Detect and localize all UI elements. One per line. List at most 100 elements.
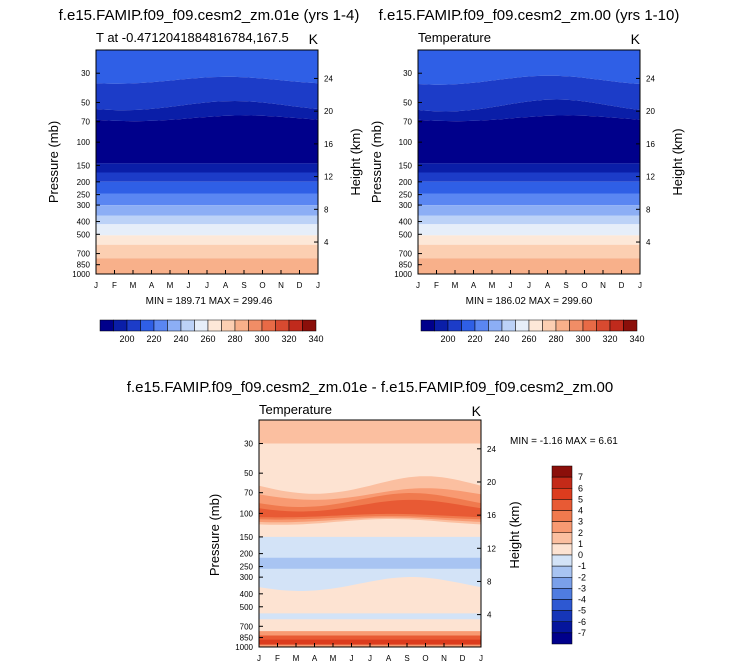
colorbar-label: 320 (602, 334, 617, 344)
panel-1-minmax: MIN = 189.71 MAX = 299.46 (146, 296, 273, 307)
month-tick-label: O (581, 281, 587, 290)
month-tick-label: J (416, 281, 420, 290)
month-tick-label: J (638, 281, 642, 290)
colorbar-label: 320 (281, 334, 296, 344)
panel-1-units: K (309, 31, 319, 47)
pressure-tick-label: 70 (244, 489, 253, 498)
month-tick-label: J (205, 281, 209, 290)
colorbar-swatch (528, 319, 543, 332)
panel-3-minmax: MIN = -1.16 MAX = 6.61 (510, 436, 618, 447)
panel-1-y2label: Height (km) (348, 128, 363, 195)
pressure-tick-label: 50 (81, 98, 90, 107)
contour-band (96, 115, 318, 164)
height-tick-label: 4 (487, 611, 492, 620)
height-tick-label: 20 (487, 478, 496, 487)
colorbar-swatch (420, 319, 435, 332)
pressure-tick-label: 850 (240, 634, 254, 643)
contour-band (259, 420, 481, 444)
month-tick-label: D (619, 281, 625, 290)
height-tick-label: 24 (324, 74, 333, 83)
month-tick-label: F (112, 281, 117, 290)
month-tick-label: J (187, 281, 191, 290)
pressure-tick-label: 70 (403, 118, 412, 127)
colorbar-label: 200 (119, 334, 134, 344)
colorbar-swatch (551, 599, 573, 611)
pressure-tick-label: 300 (399, 201, 413, 210)
colorbar-swatch (551, 554, 573, 567)
colorbar-swatch (623, 319, 638, 332)
panel-1-height-ticks: 24 20 16 12 8 4 (314, 74, 333, 247)
colorbar-swatch (99, 319, 114, 332)
panel-1: f.e15.FAMIP.f09_f09.cesm2_zm.01e (yrs 1-… (46, 7, 363, 344)
panel-2-units: K (631, 31, 641, 47)
pressure-tick-label: 400 (77, 218, 91, 227)
pressure-tick-label: 400 (399, 218, 413, 227)
colorbar-swatch (551, 499, 573, 511)
colorbar-label: 5 (578, 494, 583, 504)
colorbar-swatch (302, 319, 317, 332)
colorbar-swatch (515, 319, 530, 332)
colorbar-label: 340 (308, 334, 323, 344)
height-tick-label: 8 (324, 205, 329, 214)
contour-band (418, 99, 640, 122)
panel-3-height-ticks: 24 20 16 12 8 4 (477, 445, 496, 620)
pressure-tick-label: 700 (240, 622, 254, 631)
pressure-tick-label: 150 (240, 533, 254, 542)
contour-band (96, 235, 318, 245)
colorbar-swatch (140, 319, 155, 332)
panel-2-y2label: Height (km) (670, 128, 685, 195)
month-tick-label: N (600, 281, 606, 290)
contour-band (418, 235, 640, 245)
contour-band (418, 193, 640, 206)
height-tick-label: 24 (646, 74, 655, 83)
colorbar-swatch (609, 319, 624, 332)
colorbar-swatch (551, 588, 573, 600)
month-tick-label: A (386, 654, 392, 663)
month-tick-label: O (422, 654, 428, 663)
colorbar-label: 240 (494, 334, 509, 344)
month-tick-label: J (257, 654, 261, 663)
panel-2: f.e15.FAMIP.f09_f09.cesm2_zm.00 (yrs 1-1… (369, 7, 685, 344)
pressure-tick-label: 700 (399, 250, 413, 259)
panel-1-contour-field (96, 50, 318, 274)
pressure-tick-label: 300 (240, 573, 254, 582)
colorbar-label: 4 (578, 506, 583, 516)
colorbar-swatch (596, 319, 611, 332)
pressure-tick-label: 500 (240, 603, 254, 612)
contour-band (259, 420, 481, 647)
colorbar-swatch (542, 319, 557, 332)
panel-3-title: f.e15.FAMIP.f09_f09.cesm2_zm.01e - f.e15… (127, 379, 613, 396)
contour-band (96, 205, 318, 216)
month-tick-label: A (223, 281, 229, 290)
month-tick-label: J (479, 654, 483, 663)
panel-1-title: f.e15.FAMIP.f09_f09.cesm2_zm.01e (yrs 1-… (59, 7, 360, 24)
colorbar-swatch (221, 319, 236, 332)
colorbar-swatch (551, 565, 573, 578)
colorbar-label: 260 (521, 334, 536, 344)
colorbar-label: 280 (548, 334, 563, 344)
panel-2-ylabel: Pressure (mb) (369, 121, 384, 203)
colorbar-label: 2 (578, 528, 583, 538)
colorbar-swatch (501, 319, 516, 332)
colorbar-label: 300 (575, 334, 590, 344)
pressure-tick-label: 400 (240, 590, 254, 599)
colorbar-swatch (288, 319, 303, 332)
month-tick-label: J (94, 281, 98, 290)
contour-band (259, 613, 481, 620)
contour-band (96, 193, 318, 206)
pressure-tick-label: 500 (399, 230, 413, 239)
colorbar-swatch (551, 632, 573, 645)
contour-band (418, 224, 640, 236)
pressure-tick-label: 500 (77, 230, 91, 239)
colorbar-label: 220 (467, 334, 482, 344)
pressure-tick-label: 150 (399, 161, 413, 170)
month-tick-label: J (509, 281, 513, 290)
contour-band (418, 172, 640, 182)
height-tick-label: 16 (487, 511, 496, 520)
month-tick-label: S (563, 281, 568, 290)
colorbar-label: 1 (578, 539, 583, 549)
